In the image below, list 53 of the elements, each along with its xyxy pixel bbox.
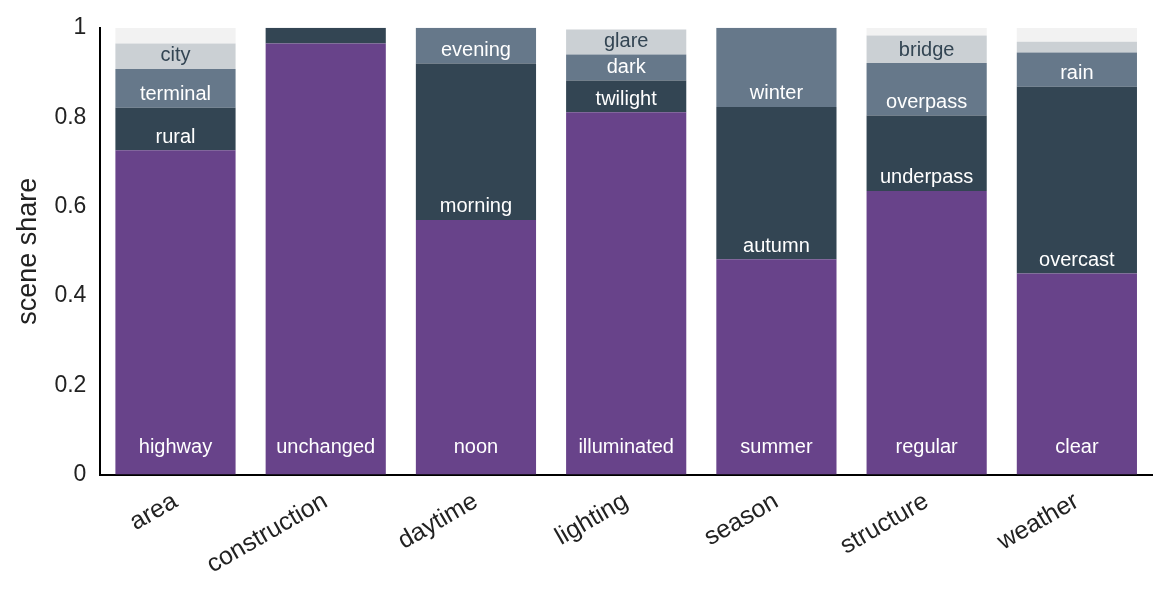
bar: [1016, 41, 1137, 53]
data-label: twilight: [595, 86, 658, 109]
data-label: winter: [748, 81, 804, 104]
y-tick-label: 0.6: [54, 191, 87, 218]
data-label: regular: [895, 435, 959, 458]
bar: [265, 43, 386, 475]
bar: [866, 115, 987, 191]
y-tick-label: 1: [73, 13, 87, 40]
data-label: rural: [155, 124, 196, 147]
data-label: evening: [440, 38, 511, 61]
bar: [1016, 27, 1137, 42]
data-label: bridge: [898, 37, 955, 60]
x-tick-label: area: [124, 485, 182, 535]
bar: [566, 54, 687, 81]
data-label: city: [160, 43, 191, 66]
bar: [716, 259, 837, 475]
bar: [566, 112, 687, 475]
data-label: glare: [603, 29, 649, 52]
data-label: terminal: [139, 82, 212, 105]
y-tick-label: 0.8: [54, 102, 87, 129]
bar: [1016, 86, 1137, 274]
data-label: overcast: [1039, 248, 1116, 271]
y-tick-label: 0: [73, 459, 87, 486]
data-label: noon: [453, 435, 499, 458]
y-tick-label: 0.4: [54, 281, 87, 308]
data-label: rain: [1060, 61, 1094, 84]
data-label: illuminated: [578, 435, 674, 458]
bar: [115, 150, 236, 475]
bar: [415, 63, 537, 220]
bar: [1016, 52, 1137, 87]
data-label: unchanged: [276, 435, 376, 458]
bar: [115, 43, 236, 69]
bar: [415, 219, 537, 475]
bar: [866, 190, 987, 475]
bar: [1016, 273, 1137, 475]
data-label: morning: [439, 194, 513, 217]
bar: [716, 106, 837, 260]
bar: [115, 68, 236, 108]
y-axis-title: scene share: [11, 177, 42, 325]
bar: [265, 27, 386, 44]
bar: [716, 27, 837, 107]
data-label: underpass: [879, 165, 974, 188]
bar: [115, 27, 236, 44]
bar: [866, 27, 987, 36]
y-tick-label: 0.2: [54, 370, 87, 397]
data-label: dark: [606, 55, 647, 78]
data-label: overpass: [886, 89, 968, 112]
data-label: summer: [740, 435, 813, 458]
data-label: highway: [138, 435, 213, 458]
bar: [866, 63, 987, 116]
data-label: clear: [1055, 435, 1099, 458]
bar: [115, 107, 236, 151]
data-label: autumn: [743, 233, 810, 256]
